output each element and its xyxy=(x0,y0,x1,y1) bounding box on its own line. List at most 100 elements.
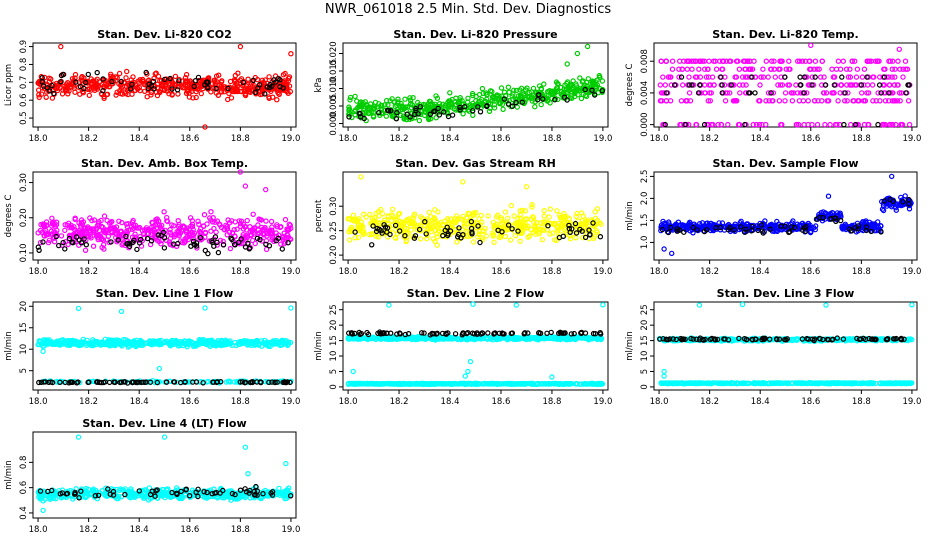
data-point-main xyxy=(660,74,666,80)
data-point-outlier xyxy=(288,305,294,311)
data-point-black xyxy=(148,83,155,89)
data-point-main xyxy=(590,78,597,85)
data-point-black xyxy=(277,77,283,83)
data-point-main xyxy=(772,74,779,80)
x-tick-label: 18.6 xyxy=(180,267,199,277)
y-tick-label: 0.008 xyxy=(640,49,650,73)
y-tick-label: 5 xyxy=(329,369,339,374)
data-point-main xyxy=(72,71,79,78)
data-point-main xyxy=(103,83,110,89)
data-point-main xyxy=(66,88,72,94)
y-tick-label: 0 xyxy=(329,384,339,389)
data-point-outlier xyxy=(669,250,675,257)
data-point-main xyxy=(706,58,712,64)
data-point-main xyxy=(263,218,269,224)
x-tick-label: 18.4 xyxy=(130,267,149,277)
data-point-main xyxy=(569,86,575,93)
y-tick-label: 0.30 xyxy=(19,173,29,192)
data-point-main xyxy=(456,101,462,107)
data-point-black xyxy=(127,86,134,92)
panel-ambtemp: Stan. Dev. Amb. Box Temp.18.0 18.2 18.4 18.… xyxy=(4,157,300,277)
data-point-main xyxy=(491,239,497,246)
data-point-outlier xyxy=(156,365,163,372)
data-point-main xyxy=(789,98,796,104)
data-point-main xyxy=(425,106,431,113)
data-point-main xyxy=(280,87,286,93)
x-tick-label: 18.2 xyxy=(700,134,719,144)
data-point-black xyxy=(58,79,64,85)
y-tick-label: 0.6 xyxy=(19,93,29,107)
data-point-main xyxy=(426,209,432,216)
y-tick-label: 20 xyxy=(19,301,29,312)
data-point-main xyxy=(822,121,828,128)
data-point-main xyxy=(176,81,182,87)
chart-title: Stan. Dev. Amb. Box Temp. xyxy=(81,157,248,170)
data-point-main xyxy=(183,71,190,78)
x-tick-label: 18.4 xyxy=(130,397,149,407)
data-point-main xyxy=(183,90,190,97)
data-point-outlier xyxy=(661,246,667,252)
data-point-main xyxy=(101,95,107,102)
data-point-outlier xyxy=(584,43,591,50)
data-point-main xyxy=(545,88,551,95)
x-tick-label: 18.2 xyxy=(390,267,409,277)
data-point-outlier xyxy=(202,305,208,311)
chart-title: Stan. Dev. Line 2 Flow xyxy=(407,287,545,300)
data-point-black xyxy=(82,79,89,86)
data-point-main xyxy=(190,95,196,101)
data-point-main xyxy=(268,218,275,225)
data-point-main xyxy=(470,112,476,119)
data-point-main xyxy=(528,93,534,100)
x-tick-label: 18.8 xyxy=(852,134,871,144)
data-point-main xyxy=(895,58,901,64)
x-tick-label: 19.0 xyxy=(593,134,612,144)
data-point-outlier xyxy=(808,42,814,49)
data-point-main xyxy=(286,74,293,80)
data-point-outlier xyxy=(75,305,82,312)
data-point-main xyxy=(398,100,404,107)
data-point-main xyxy=(39,91,45,97)
data-point-main xyxy=(554,208,560,214)
data-point-main xyxy=(544,98,551,104)
y-tick-label: 0.010 xyxy=(329,76,339,100)
data-point-main xyxy=(509,93,515,99)
plot-frame xyxy=(32,171,297,261)
data-point-main xyxy=(782,90,789,96)
data-point-main xyxy=(812,58,819,64)
data-point-outlier xyxy=(242,183,249,189)
x-tick-label: 18.0 xyxy=(29,267,48,277)
chart-title: Stan. Dev. Li-820 Temp. xyxy=(712,28,858,41)
data-point-black xyxy=(280,85,286,91)
data-point-black xyxy=(875,121,881,128)
data-point-main xyxy=(470,239,477,245)
data-point-black xyxy=(192,77,199,84)
data-point-outlier xyxy=(358,174,364,180)
data-point-main xyxy=(245,76,251,82)
data-point-main xyxy=(905,98,912,104)
data-point-black xyxy=(62,246,68,252)
data-point-main xyxy=(426,98,433,105)
data-point-main xyxy=(541,207,547,214)
data-point-main xyxy=(227,245,234,252)
data-point-main xyxy=(90,78,97,84)
data-point-main xyxy=(232,77,239,84)
data-point-main xyxy=(276,91,282,98)
data-point-main xyxy=(86,92,93,99)
data-point-main xyxy=(599,78,606,84)
data-point-main xyxy=(90,243,97,249)
x-tick-label: 18.8 xyxy=(852,267,871,277)
data-point-main xyxy=(250,211,256,217)
data-point-main xyxy=(466,108,472,114)
data-point-main xyxy=(452,98,458,105)
x-tick-label: 18.0 xyxy=(650,267,669,277)
chart-title: Stan. Dev. Li-820 Pressure xyxy=(393,28,557,41)
data-point-main xyxy=(869,82,876,88)
data-point-main xyxy=(583,79,590,86)
data-point-main xyxy=(835,58,842,64)
data-point-main xyxy=(713,66,720,72)
data-point-main xyxy=(678,98,685,104)
x-tick-label: 19.0 xyxy=(902,267,921,277)
plot-frame xyxy=(342,301,609,391)
